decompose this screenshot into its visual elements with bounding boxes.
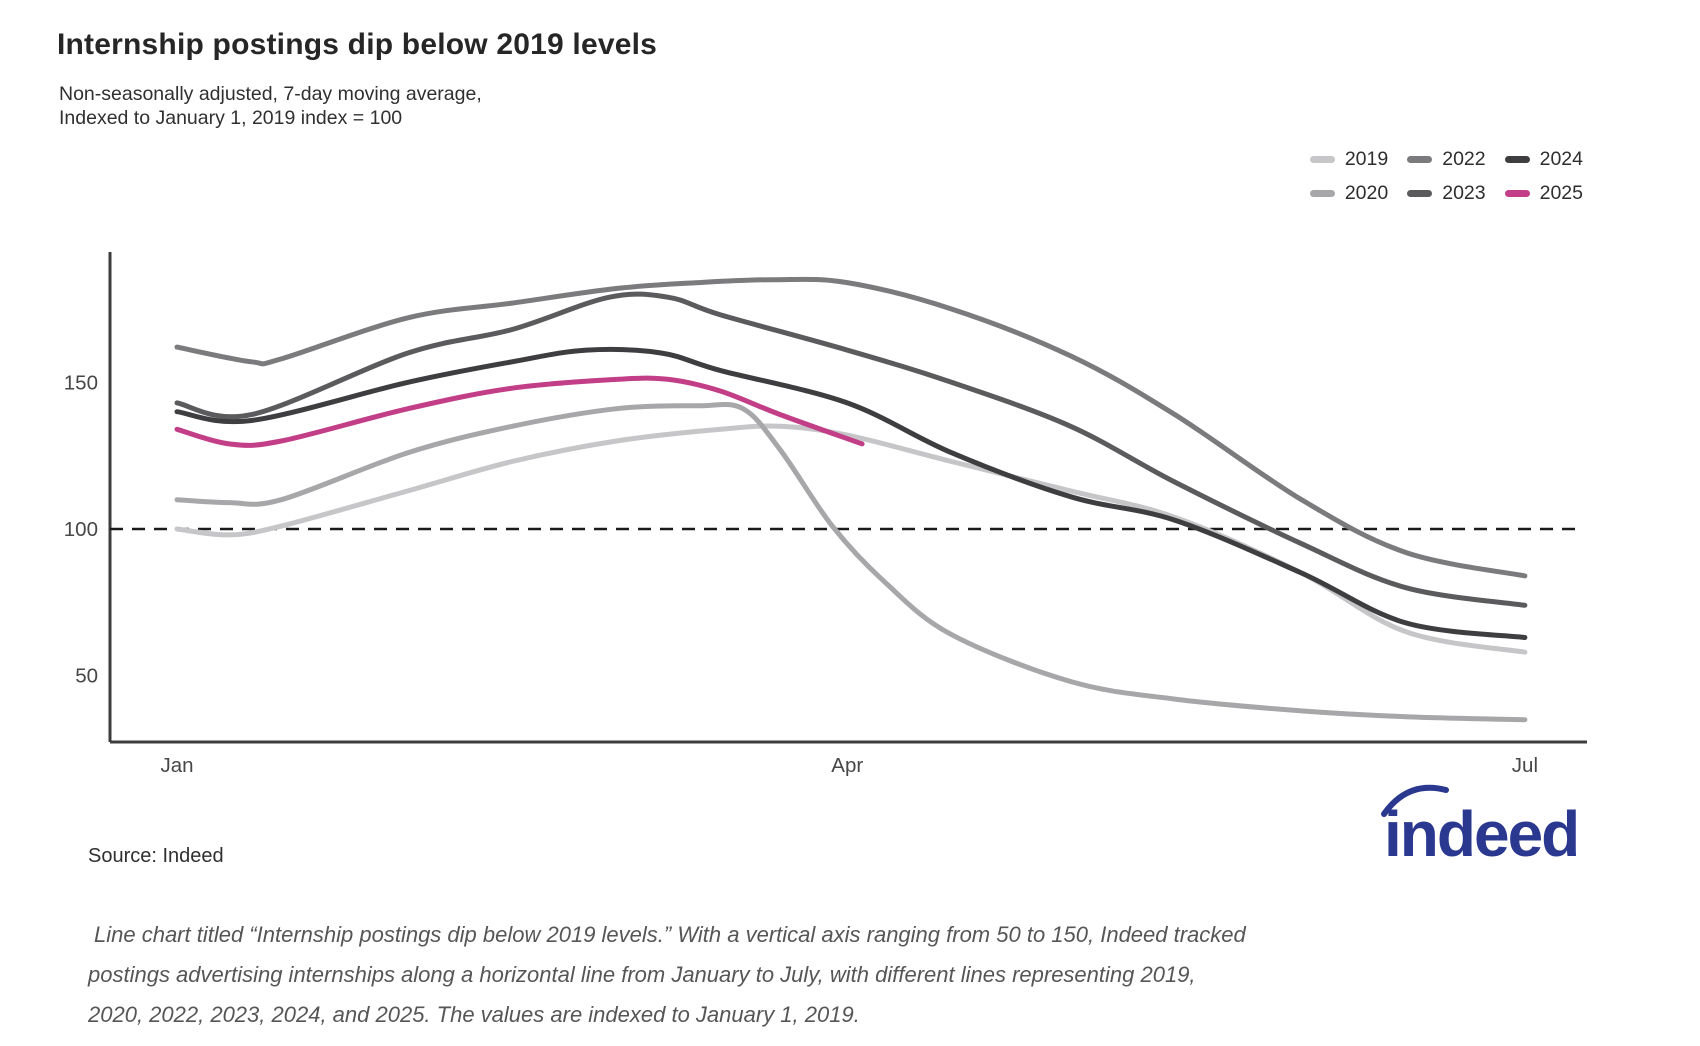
series-line-2020 bbox=[174, 402, 1528, 723]
x-tick-label-Jul: Jul bbox=[1512, 754, 1538, 777]
legend-item-2022: 2022 bbox=[1407, 148, 1486, 171]
logo-swoosh-icon bbox=[1381, 784, 1449, 817]
legend-item-2023: 2023 bbox=[1407, 182, 1486, 205]
y-tick-label-100: 100 bbox=[64, 518, 98, 541]
y-tick-label-50: 50 bbox=[75, 665, 98, 688]
legend-swatch-2022 bbox=[1407, 156, 1433, 163]
legend-swatch-2019 bbox=[1309, 156, 1335, 163]
chart-legend: 2019 2022 2024 2020 2023 2025 bbox=[1309, 148, 1583, 205]
legend-item-2024: 2024 bbox=[1504, 148, 1583, 171]
series-line-2025 bbox=[174, 375, 865, 448]
series-line-2019 bbox=[174, 423, 1528, 655]
series-line-2024 bbox=[174, 346, 1528, 640]
legend-label: 2023 bbox=[1442, 182, 1486, 204]
alt-text-caption: Line chart titled “Internship postings d… bbox=[88, 915, 1548, 1035]
caption-line-2: postings advertising internships along a… bbox=[88, 962, 1196, 987]
x-tick-label-Apr: Apr bbox=[831, 754, 863, 777]
caption-line-1: Line chart titled “Internship postings d… bbox=[94, 922, 1246, 947]
legend-label: 2025 bbox=[1539, 182, 1583, 204]
legend-label: 2022 bbox=[1442, 148, 1486, 170]
series-line-2022 bbox=[174, 276, 1528, 579]
chart-subtitle: Non-seasonally adjusted, 7-day moving av… bbox=[59, 82, 482, 130]
legend-swatch-2024 bbox=[1504, 156, 1530, 163]
legend-label: 2019 bbox=[1344, 148, 1389, 170]
legend-row-1: 2019 2022 2024 bbox=[1309, 148, 1583, 171]
legend-swatch-2023 bbox=[1407, 190, 1433, 197]
legend-swatch-2020 bbox=[1309, 190, 1335, 197]
indeed-logo: indeed bbox=[1378, 780, 1603, 872]
legend-item-2020: 2020 bbox=[1309, 182, 1389, 205]
page-title: Internship postings dip below 2019 level… bbox=[57, 28, 658, 61]
caption-line-3: 2020, 2022, 2023, 2024, and 2025. The va… bbox=[88, 1002, 860, 1027]
logo-wordmark: indeed bbox=[1384, 798, 1578, 870]
legend-swatch-2025 bbox=[1504, 190, 1530, 197]
y-tick-label-150: 150 bbox=[64, 371, 98, 394]
legend-label: 2020 bbox=[1344, 182, 1389, 204]
legend-row-2: 2020 2023 2025 bbox=[1309, 182, 1583, 205]
legend-item-2019: 2019 bbox=[1309, 148, 1389, 171]
legend-label: 2024 bbox=[1539, 148, 1583, 170]
subtitle-line-2: Indexed to January 1, 2019 index = 100 bbox=[59, 107, 403, 129]
subtitle-line-1: Non-seasonally adjusted, 7-day moving av… bbox=[59, 83, 482, 105]
series-line-2023 bbox=[174, 291, 1528, 608]
source-note: Source: Indeed bbox=[88, 845, 224, 867]
x-tick-label-Jan: Jan bbox=[160, 754, 193, 777]
legend-item-2025: 2025 bbox=[1504, 182, 1583, 205]
